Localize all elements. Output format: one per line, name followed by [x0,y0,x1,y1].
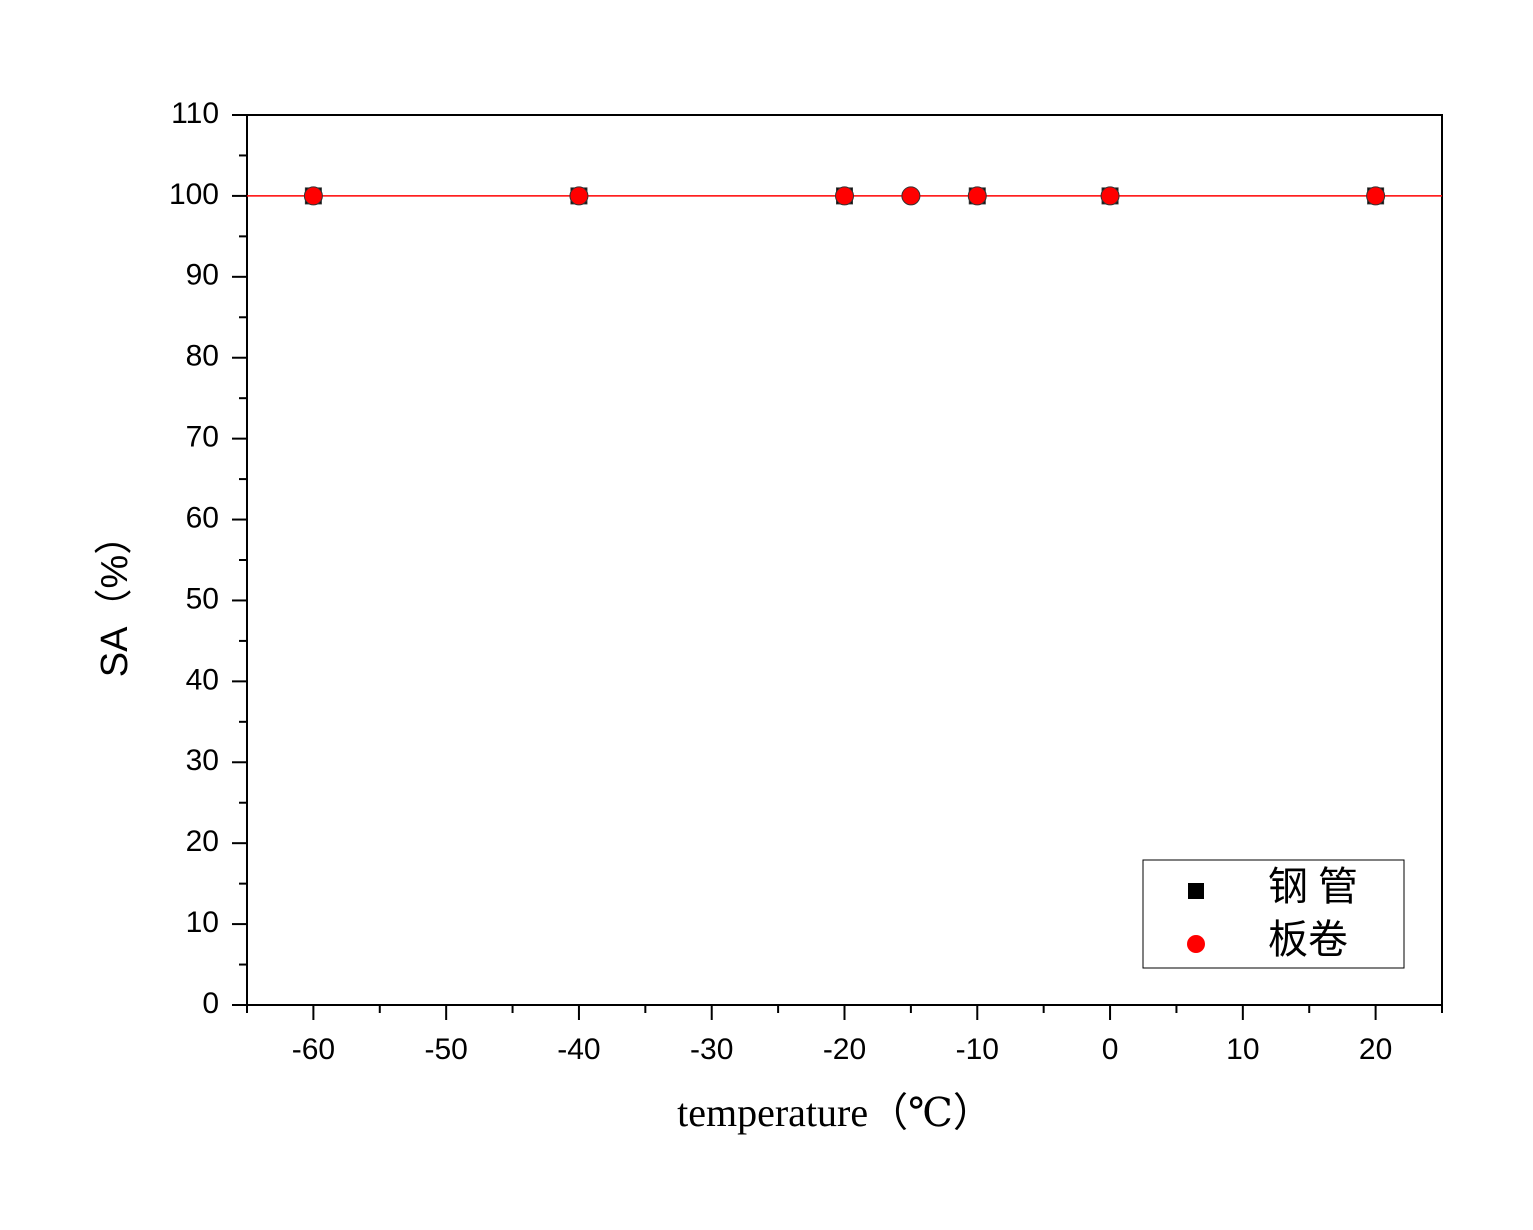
y-tick-label: 70 [186,421,219,454]
y-tick-label: 100 [169,178,219,211]
x-tick-label: 10 [1226,1033,1259,1066]
x-tick-label: 20 [1359,1033,1392,1066]
data-point [1100,186,1120,206]
legend-box [1142,859,1405,969]
x-tick-label: -40 [557,1033,600,1066]
x-tick-label: 0 [1102,1033,1119,1066]
y-tick-label: 0 [202,987,219,1020]
y-tick-label: 80 [186,340,219,373]
legend-marker [1187,935,1205,953]
data-point [1366,186,1386,206]
x-tick-label: -10 [956,1033,999,1066]
x-tick-label: -20 [823,1033,866,1066]
y-axis-title: SA（%） [94,517,136,677]
data-point [835,186,854,206]
data-point [569,186,589,206]
y-tick-label: 10 [186,906,219,939]
data-point [901,186,921,206]
legend-marker [1188,883,1204,899]
y-tick-label: 50 [186,582,219,615]
data-point [967,186,987,206]
y-tick-label: 30 [186,744,219,777]
y-tick-label: 90 [186,259,219,292]
legend-label: 板卷 [1268,917,1348,962]
data-point [303,186,323,206]
x-tick-label: -50 [424,1033,467,1066]
y-tick-label: 60 [186,501,219,534]
y-tick-label: 20 [186,825,219,858]
x-tick-label: -30 [690,1033,733,1066]
legend-label: 钢 管 [1268,864,1358,909]
y-tick-label: 40 [186,663,219,696]
x-axis-title: temperature（℃） [677,1090,993,1135]
x-tick-label: -60 [292,1033,335,1066]
y-tick-label: 110 [171,97,219,130]
